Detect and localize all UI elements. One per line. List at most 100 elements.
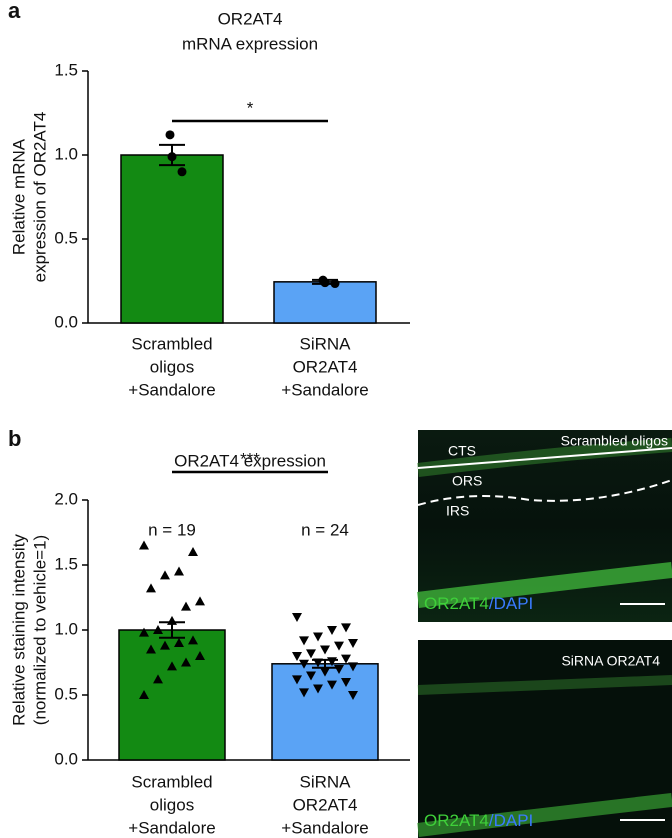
data-point bbox=[167, 661, 177, 671]
panel-label: b bbox=[8, 426, 21, 451]
image-title: SiRNA OR2AT4 bbox=[561, 653, 660, 669]
x-tick-label: +Sandalore bbox=[128, 818, 215, 837]
data-point bbox=[153, 674, 163, 684]
data-point bbox=[146, 644, 156, 654]
data-point bbox=[299, 659, 309, 669]
data-point bbox=[188, 547, 198, 556]
y-axis-label: expression of OR2AT4 bbox=[30, 112, 49, 283]
y-axis-label: Relative staining intensity bbox=[9, 534, 28, 726]
y-axis-label: (normalized to vehicle=1) bbox=[30, 535, 49, 725]
data-point bbox=[327, 657, 337, 667]
y-tick-label: 2.0 bbox=[54, 489, 78, 508]
data-point bbox=[292, 652, 302, 661]
region-label: ORS bbox=[452, 473, 482, 489]
data-point bbox=[165, 130, 175, 140]
x-tick-label: Scrambled bbox=[131, 334, 212, 353]
stain-label: OR2AT4/DAPI bbox=[424, 811, 533, 830]
y-tick-label: 0.0 bbox=[54, 749, 78, 768]
data-point bbox=[320, 278, 330, 288]
data-point bbox=[306, 649, 316, 659]
bar bbox=[271, 663, 379, 761]
data-point bbox=[153, 625, 163, 634]
data-point bbox=[327, 626, 337, 635]
data-point bbox=[348, 691, 358, 700]
data-point bbox=[174, 638, 184, 647]
data-point bbox=[292, 613, 302, 622]
data-point bbox=[160, 640, 170, 650]
bar bbox=[118, 629, 226, 761]
stain: OR2AT4 bbox=[424, 594, 489, 613]
stain: OR2AT4 bbox=[424, 811, 489, 830]
data-point bbox=[341, 623, 351, 633]
significance-label: * bbox=[247, 98, 254, 117]
data-point bbox=[139, 540, 149, 550]
n-label: n = 19 bbox=[148, 520, 196, 539]
counterstain: /DAPI bbox=[489, 594, 533, 613]
x-tick-label: oligos bbox=[150, 795, 194, 814]
n-label: n = 24 bbox=[301, 520, 349, 539]
y-axis-label: Relative mRNA bbox=[9, 138, 28, 255]
x-tick-label: OR2AT4 bbox=[293, 795, 358, 814]
data-point bbox=[299, 688, 309, 698]
micrograph: CTS ORS IRS Scrambled oligos OR2AT4/DAPI bbox=[417, 430, 672, 622]
chart-title: mRNA expression bbox=[182, 34, 318, 53]
data-point bbox=[306, 671, 316, 681]
x-tick-label: +Sandalore bbox=[281, 380, 368, 399]
x-tick-label: SiRNA bbox=[299, 334, 351, 353]
y-tick-label: 0.0 bbox=[54, 312, 78, 331]
data-point bbox=[327, 680, 337, 690]
data-point bbox=[292, 675, 302, 685]
chart-title: OR2AT4 bbox=[218, 9, 283, 28]
y-tick-label: 1.5 bbox=[54, 60, 78, 79]
stain-label: OR2AT4/DAPI bbox=[424, 594, 533, 613]
data-point bbox=[313, 684, 323, 694]
data-point bbox=[320, 667, 330, 677]
panel-label: a bbox=[8, 0, 21, 23]
region-label: IRS bbox=[446, 503, 469, 519]
y-tick-label: 0.5 bbox=[54, 228, 78, 247]
data-point bbox=[139, 690, 149, 699]
x-tick-label: +Sandalore bbox=[128, 380, 215, 399]
data-point bbox=[188, 635, 198, 645]
data-point bbox=[160, 570, 170, 580]
bar bbox=[120, 154, 224, 324]
data-point bbox=[181, 657, 191, 667]
counterstain: /DAPI bbox=[489, 811, 533, 830]
chart-title: OR2AT4 expression bbox=[174, 451, 326, 470]
data-point bbox=[334, 665, 344, 674]
data-point bbox=[174, 566, 184, 576]
data-point bbox=[195, 596, 205, 606]
data-point bbox=[348, 662, 358, 672]
significance-label: *** bbox=[240, 449, 260, 468]
data-point bbox=[313, 632, 323, 642]
data-point bbox=[320, 645, 330, 655]
x-tick-label: oligos bbox=[150, 357, 194, 376]
y-tick-label: 1.5 bbox=[54, 554, 78, 573]
bar bbox=[273, 281, 377, 324]
data-point bbox=[313, 658, 323, 668]
data-point bbox=[341, 678, 351, 687]
x-tick-label: SiRNA bbox=[299, 772, 351, 791]
x-tick-label: OR2AT4 bbox=[293, 357, 358, 376]
data-point bbox=[195, 651, 205, 660]
data-point bbox=[177, 167, 187, 177]
region-label: CTS bbox=[448, 443, 476, 459]
y-tick-label: 1.0 bbox=[54, 619, 78, 638]
data-point bbox=[167, 152, 177, 162]
x-tick-label: +Sandalore bbox=[281, 818, 368, 837]
data-point bbox=[146, 583, 156, 593]
y-tick-label: 1.0 bbox=[54, 144, 78, 163]
x-tick-label: Scrambled bbox=[131, 772, 212, 791]
y-tick-label: 0.5 bbox=[54, 684, 78, 703]
micrograph: SiRNA OR2AT4 OR2AT4/DAPI bbox=[417, 640, 672, 838]
data-point bbox=[348, 639, 358, 648]
data-point bbox=[181, 601, 191, 611]
data-point bbox=[334, 641, 344, 651]
data-point bbox=[330, 279, 340, 289]
data-point bbox=[167, 615, 177, 625]
data-point bbox=[139, 627, 149, 637]
data-point bbox=[299, 636, 309, 646]
image-title: Scrambled oligos bbox=[561, 433, 668, 449]
data-point bbox=[341, 654, 351, 664]
